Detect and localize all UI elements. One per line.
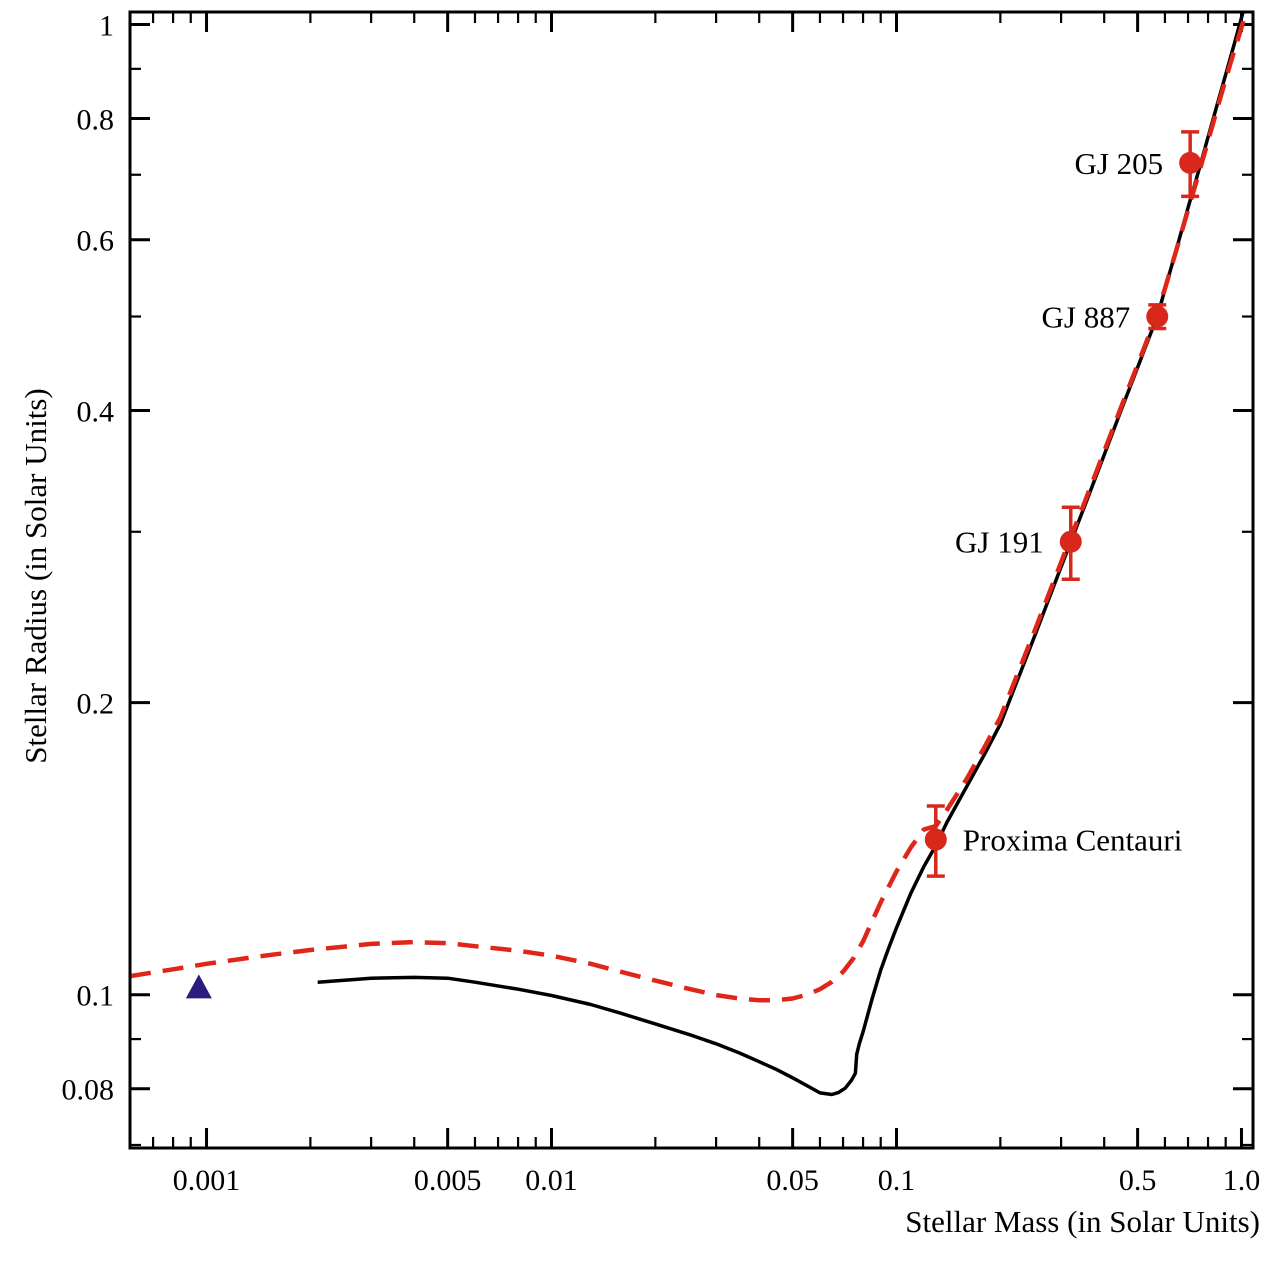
data-point-proxima-centauri	[924, 828, 947, 851]
y-tick-label: 0.4	[77, 396, 115, 429]
y-tick-label: 0.6	[77, 225, 115, 258]
x-tick-label: 1.0	[1223, 1164, 1261, 1197]
star-label-gj-191: GJ 191	[955, 525, 1044, 560]
y-tick-label: 0.08	[62, 1074, 115, 1107]
plot-frame	[128, 10, 1255, 1150]
y-axis-title: Stellar Radius (in Solar Units)	[18, 388, 53, 764]
y-tick-label: 0.1	[77, 980, 115, 1013]
star-label-proxima-centauri: Proxima Centauri	[963, 823, 1183, 858]
x-axis-title: Stellar Mass (in Solar Units)	[905, 1204, 1260, 1239]
data-point-gj-191	[1059, 530, 1082, 553]
data-point-gj-887	[1146, 305, 1169, 328]
y-tick-label: 0.2	[77, 688, 115, 721]
y-tick-label: 0.8	[77, 103, 115, 136]
x-tick-label: 0.001	[173, 1164, 241, 1197]
x-tick-label: 0.01	[525, 1164, 578, 1197]
curve-model-dashed	[130, 12, 1249, 1003]
star-label-gj-887: GJ 887	[1042, 300, 1131, 335]
x-tick-label: 0.1	[878, 1164, 916, 1197]
y-tick-label: 1	[99, 9, 114, 42]
x-tick-label: 0.005	[414, 1164, 482, 1197]
data-point-gj-205	[1179, 151, 1202, 174]
x-tick-label: 0.05	[766, 1164, 819, 1197]
star-label-gj-205: GJ 205	[1074, 146, 1163, 181]
planet-triangle-marker	[185, 974, 212, 999]
x-tick-label: 0.5	[1119, 1164, 1157, 1197]
